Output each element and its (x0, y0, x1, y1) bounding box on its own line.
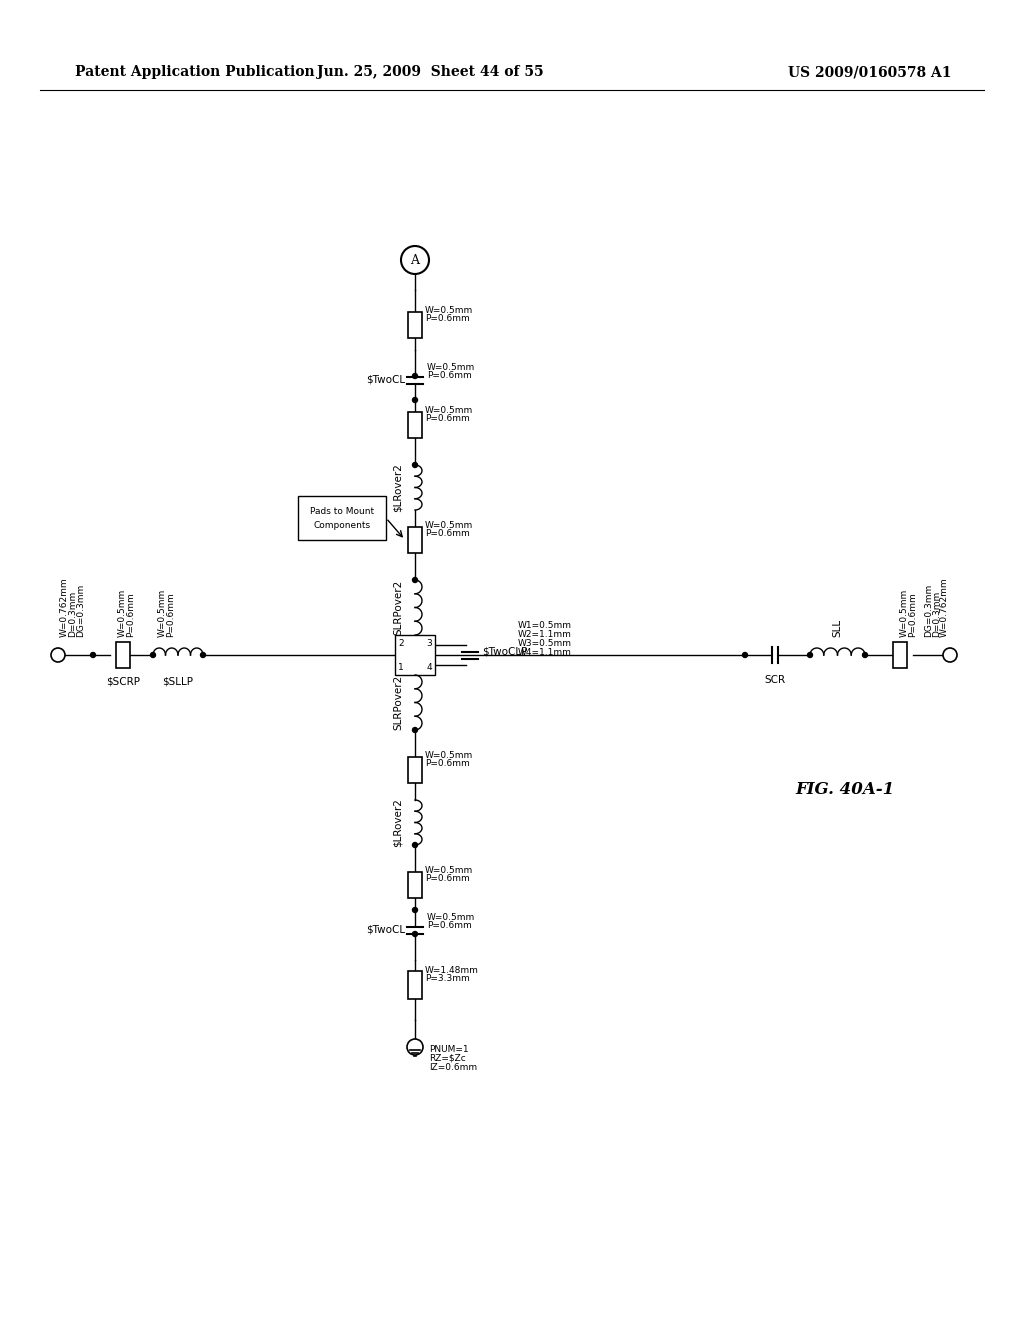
Text: W=0.5mm: W=0.5mm (425, 751, 473, 760)
Circle shape (413, 932, 418, 936)
Text: SLRPover2: SLRPover2 (393, 579, 403, 635)
Bar (408, 312, 422, 338)
Text: P=0.6mm: P=0.6mm (425, 759, 470, 768)
Circle shape (201, 652, 206, 657)
Text: P=0.6mm: P=0.6mm (425, 414, 470, 422)
Text: P=0.6mm: P=0.6mm (425, 874, 470, 883)
Bar (408, 527, 422, 553)
Text: 3: 3 (426, 639, 432, 648)
Text: W=0.5mm: W=0.5mm (427, 363, 475, 372)
Text: W=0.5mm: W=0.5mm (118, 589, 127, 638)
Text: P=0.6mm: P=0.6mm (908, 593, 918, 638)
Text: 2: 2 (398, 639, 403, 648)
Text: W=0.5mm: W=0.5mm (425, 407, 473, 414)
Circle shape (943, 648, 957, 663)
Text: W=0.5mm: W=0.5mm (427, 913, 475, 921)
Text: SLRPover2: SLRPover2 (393, 675, 403, 730)
Text: $TwoCL: $TwoCL (366, 925, 406, 935)
Circle shape (151, 652, 156, 657)
Circle shape (407, 1039, 423, 1055)
Circle shape (862, 652, 867, 657)
Text: Components: Components (313, 520, 371, 529)
FancyBboxPatch shape (298, 496, 386, 540)
Text: W2=1.1mm: W2=1.1mm (518, 630, 571, 639)
Text: Pads to Mount: Pads to Mount (310, 507, 374, 516)
Circle shape (413, 397, 418, 403)
Bar (116, 642, 130, 668)
Circle shape (51, 648, 65, 663)
Circle shape (413, 908, 418, 912)
Text: W=0.5mm: W=0.5mm (158, 589, 167, 638)
Bar (408, 873, 422, 898)
Text: $SLLP: $SLLP (163, 677, 194, 686)
Text: 1: 1 (398, 663, 403, 672)
Bar (408, 972, 422, 999)
Circle shape (413, 462, 418, 467)
Circle shape (413, 727, 418, 733)
Text: $TwoCL: $TwoCL (366, 375, 406, 385)
Text: P=0.6mm: P=0.6mm (425, 529, 470, 539)
Text: D=0.3mm: D=0.3mm (68, 591, 77, 638)
Text: A: A (411, 253, 420, 267)
Bar (408, 756, 422, 783)
Text: $SCRP: $SCRP (106, 677, 140, 686)
Text: $LRover2: $LRover2 (393, 799, 403, 847)
Text: DG=0.3mm: DG=0.3mm (924, 583, 933, 638)
Text: W1=0.5mm: W1=0.5mm (518, 620, 572, 630)
Text: W=0.5mm: W=0.5mm (425, 866, 473, 875)
Text: W=0.762mm: W=0.762mm (940, 577, 949, 638)
Text: Jun. 25, 2009  Sheet 44 of 55: Jun. 25, 2009 Sheet 44 of 55 (316, 65, 544, 79)
Text: FIG. 40A-1: FIG. 40A-1 (796, 781, 895, 799)
Circle shape (413, 578, 418, 582)
Text: PNUM=1: PNUM=1 (429, 1044, 469, 1053)
Bar (893, 642, 907, 668)
Text: P=3.3mm: P=3.3mm (425, 974, 470, 983)
Text: D=0.3mm: D=0.3mm (932, 591, 941, 638)
Text: SCR: SCR (765, 675, 785, 685)
Text: DG=0.3mm: DG=0.3mm (76, 583, 85, 638)
Circle shape (401, 246, 429, 275)
Text: W=0.5mm: W=0.5mm (425, 521, 473, 531)
Text: P=0.6mm: P=0.6mm (166, 593, 175, 638)
Text: P=0.6mm: P=0.6mm (427, 371, 472, 380)
Text: W=0.5mm: W=0.5mm (900, 589, 909, 638)
Text: W=0.762mm: W=0.762mm (60, 577, 69, 638)
Text: W3=0.5mm: W3=0.5mm (518, 639, 572, 648)
Text: $TwoCLP: $TwoCLP (482, 645, 527, 656)
Text: P=0.6mm: P=0.6mm (126, 593, 135, 638)
Circle shape (808, 652, 812, 657)
Text: RZ=$Zc: RZ=$Zc (429, 1053, 466, 1063)
Text: $LRover2: $LRover2 (393, 463, 403, 512)
Circle shape (413, 842, 418, 847)
Circle shape (742, 652, 748, 657)
Text: 4: 4 (426, 663, 432, 672)
Circle shape (90, 652, 95, 657)
Text: W4=1.1mm: W4=1.1mm (518, 648, 571, 657)
Circle shape (413, 374, 418, 379)
Text: IZ=0.6mm: IZ=0.6mm (429, 1063, 477, 1072)
Bar (395, 635, 435, 675)
Text: US 2009/0160578 A1: US 2009/0160578 A1 (788, 65, 951, 79)
Text: SLL: SLL (833, 619, 843, 638)
Text: W=0.5mm: W=0.5mm (425, 306, 473, 315)
Text: Patent Application Publication: Patent Application Publication (75, 65, 314, 79)
Text: P=0.6mm: P=0.6mm (425, 314, 470, 323)
Text: P=0.6mm: P=0.6mm (427, 921, 472, 931)
Bar (408, 412, 422, 438)
Text: W=1.48mm: W=1.48mm (425, 966, 479, 975)
